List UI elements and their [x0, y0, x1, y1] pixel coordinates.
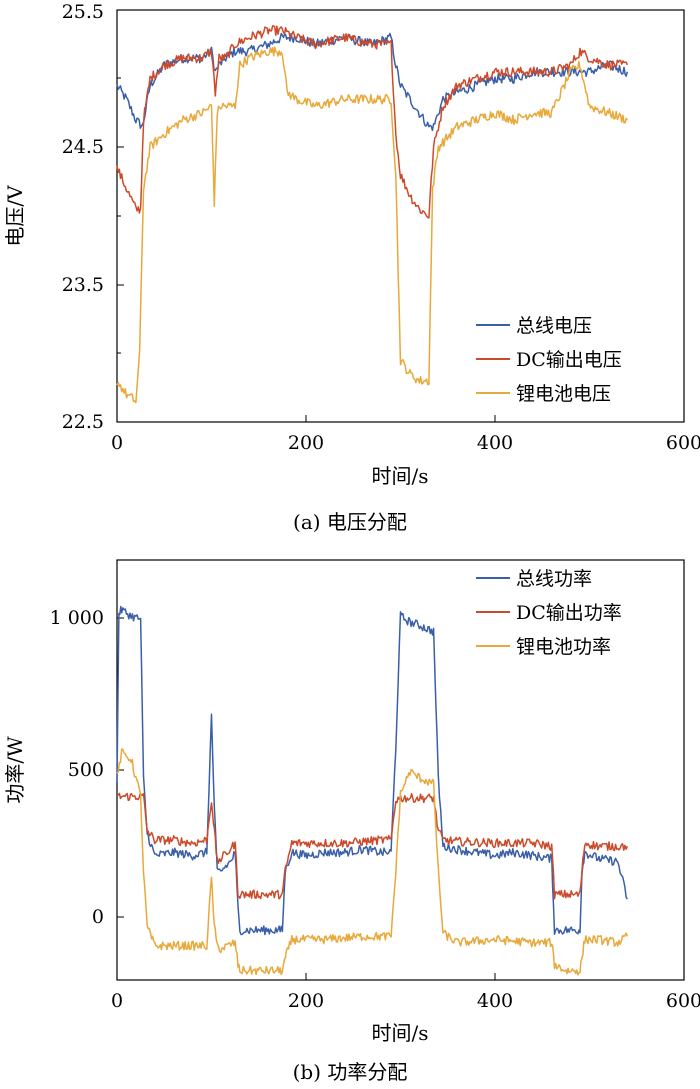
y-tick-label: 24.5 — [62, 136, 104, 158]
y-tick-label: 22.5 — [62, 411, 104, 433]
y-tick-label: 23.5 — [62, 274, 104, 296]
power-x-axis-label: 时间/s — [371, 1021, 428, 1045]
voltage-x-ticks: 0 200 400 600 — [111, 415, 700, 454]
power-series-line-1 — [116, 792, 628, 900]
x-tick-label: 600 — [666, 432, 700, 454]
power-y-axis-label: 功率/W — [3, 736, 27, 804]
voltage-series-group — [116, 25, 629, 404]
x-tick-label: 200 — [288, 432, 324, 454]
legend-label: 总线功率 — [516, 568, 592, 590]
power-x-ticks: 0 200 400 600 — [111, 973, 700, 1012]
x-tick-label: 600 — [666, 990, 700, 1012]
power-series-line-0 — [116, 605, 628, 936]
power-caption: (b) 功率分配 — [293, 1060, 408, 1084]
power-legend: 总线功率 DC输出功率 锂电池功率 — [476, 568, 622, 658]
voltage-legend: 总线电压 DC输出电压 锂电池电压 — [476, 315, 622, 405]
voltage-x-axis-label: 时间/s — [371, 464, 428, 488]
power-series-line-2 — [116, 748, 629, 976]
x-tick-label: 0 — [111, 432, 123, 454]
voltage-y-axis-label: 电压/V — [3, 185, 27, 247]
voltage-chart: 0 200 400 600 22.5 23.5 24.5 25.5 电压/V 时… — [3, 1, 700, 534]
y-tick-label: 1 000 — [50, 607, 104, 629]
legend-label: DC输出功率 — [516, 602, 622, 624]
y-tick-label: 25.5 — [62, 1, 104, 23]
voltage-series-line-2 — [116, 46, 628, 404]
legend-label: 总线电压 — [516, 315, 592, 337]
voltage-series-line-1 — [116, 25, 628, 219]
x-tick-label: 400 — [477, 432, 513, 454]
y-tick-label: 500 — [68, 759, 104, 781]
power-y-ticks: 0 500 1 000 — [50, 607, 124, 928]
x-tick-label: 0 — [111, 990, 123, 1012]
x-tick-label: 400 — [477, 990, 513, 1012]
voltage-y-ticks: 22.5 23.5 24.5 25.5 — [62, 1, 124, 433]
legend-label: DC输出电压 — [516, 349, 622, 371]
legend-label: 锂电池功率 — [516, 636, 611, 658]
power-chart: 0 200 400 600 0 500 1 000 功率/W 时间/s 总线功率… — [3, 559, 700, 1084]
power-series-group — [116, 605, 629, 976]
voltage-caption: (a) 电压分配 — [293, 510, 407, 534]
y-tick-label: 0 — [92, 906, 104, 928]
legend-label: 锂电池电压 — [516, 383, 611, 405]
x-tick-label: 200 — [288, 990, 324, 1012]
